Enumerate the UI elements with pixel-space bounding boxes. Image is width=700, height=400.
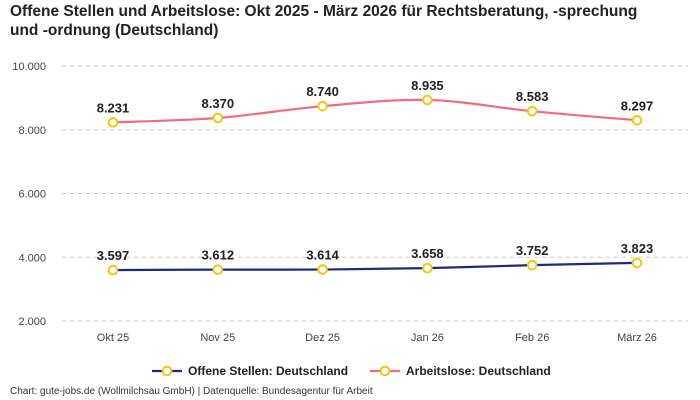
grid-lines: [62, 65, 688, 322]
y-axis-ticks: 2.000 4.000 6.000 8.000 10.000: [12, 61, 46, 328]
y-tick-label: 6.000: [18, 189, 46, 201]
data-point: [212, 112, 224, 124]
data-label: 3.658: [411, 246, 444, 261]
data-label: 8.297: [621, 98, 654, 113]
chart-title: Offene Stellen und Arbeitslose: Okt 2025…: [10, 3, 638, 39]
x-tick-label: Feb 26: [515, 332, 549, 344]
data-point: [422, 94, 433, 106]
data-point: [212, 264, 224, 275]
legend-marker: [379, 365, 391, 377]
x-tick-label: Dez 25: [305, 332, 340, 344]
data-point: [107, 117, 119, 128]
data-label: 3.823: [621, 241, 654, 256]
series-markers: [107, 94, 643, 276]
x-tick-label: Nov 25: [200, 332, 235, 344]
y-tick-label: 2.000: [18, 316, 46, 328]
data-point: [631, 257, 643, 269]
legend-label: Offene Stellen: Deutschland: [188, 364, 348, 378]
data-label: 3.752: [516, 243, 549, 258]
data-label: 8.935: [411, 78, 444, 93]
source-footer: Chart: gute-jobs.de (Wollmilchsau GmbH) …: [10, 386, 373, 397]
x-tick-label: März 26: [617, 332, 657, 344]
data-point: [631, 114, 643, 126]
data-label: 3.614: [306, 248, 339, 263]
data-point: [317, 264, 328, 275]
series-line-1: [112, 98, 638, 124]
data-label: 8.740: [306, 84, 339, 99]
data-point: [107, 264, 119, 276]
data-labels: 3.597 3.612 3.614 3.658 3.752 3.823 8.231 8.370…: [97, 78, 654, 263]
data-point: [422, 262, 433, 274]
data-label: 3.612: [202, 248, 235, 263]
data-point: [317, 100, 328, 112]
series-line-0: [112, 261, 638, 272]
x-axis-ticks: Okt 25 Nov 25 Dez 25 Jan 26 Feb 26 März 26: [97, 332, 657, 344]
data-label: 3.597: [97, 248, 130, 263]
y-tick-label: 8.000: [18, 125, 46, 137]
y-tick-label: 10.000: [12, 61, 46, 73]
legend-marker: [161, 365, 173, 377]
data-point: [526, 105, 538, 117]
legend-label: Arbeitslose: Deutschland: [406, 364, 551, 378]
series-lines: [112, 98, 638, 272]
legend: Offene Stellen: Deutschland Arbeitslose: …: [152, 364, 551, 378]
data-point: [526, 259, 538, 271]
data-label: 8.231: [97, 100, 130, 115]
y-tick-label: 4.000: [18, 252, 46, 264]
x-tick-label: Okt 25: [97, 332, 129, 344]
data-label: 8.583: [516, 89, 549, 104]
x-tick-label: Jan 26: [411, 332, 444, 344]
data-label: 8.370: [202, 96, 235, 111]
